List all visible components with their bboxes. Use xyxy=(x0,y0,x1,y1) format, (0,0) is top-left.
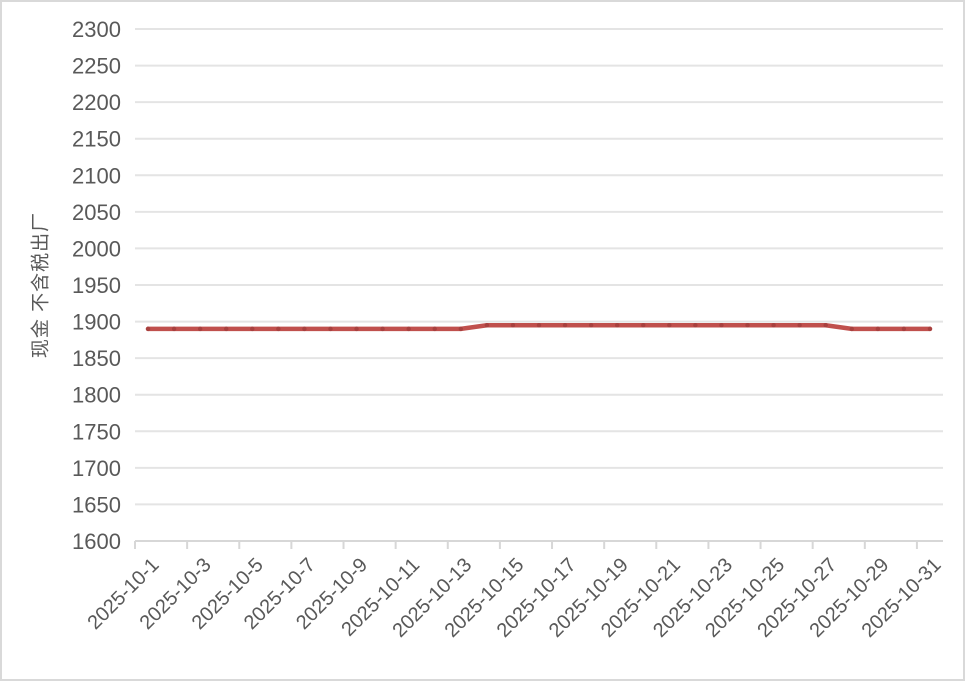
data-point-marker xyxy=(614,323,620,328)
y-axis-tick-label: 2300 xyxy=(72,17,121,42)
data-point-marker xyxy=(823,323,828,328)
data-point-marker xyxy=(797,323,802,328)
data-point-marker xyxy=(667,323,672,328)
y-axis-tick-label: 1600 xyxy=(72,529,121,554)
data-point-marker xyxy=(771,323,776,328)
data-point-marker xyxy=(510,323,516,328)
data-point-marker xyxy=(849,326,854,332)
data-point-marker xyxy=(745,323,750,328)
data-point-marker xyxy=(171,326,177,332)
y-axis-tick-label: 2250 xyxy=(72,54,121,79)
data-point-marker xyxy=(693,323,698,328)
data-point-marker xyxy=(380,326,385,332)
data-point-marker xyxy=(276,326,281,332)
y-axis-tick-label: 1700 xyxy=(72,456,121,481)
y-axis-tick-label: 1800 xyxy=(72,383,121,408)
y-axis-tick-label: 1650 xyxy=(72,492,121,517)
data-point-marker xyxy=(432,326,437,332)
data-point-marker xyxy=(328,326,333,332)
y-axis-tick-label: 2050 xyxy=(72,200,121,225)
data-point-marker xyxy=(197,326,203,332)
data-point-marker xyxy=(458,326,464,332)
data-point-marker xyxy=(901,326,907,332)
data-point-marker xyxy=(588,323,594,328)
y-axis-tick-label: 2150 xyxy=(72,127,121,152)
data-point-marker xyxy=(641,323,646,328)
y-axis-tick-label: 2200 xyxy=(72,90,121,115)
y-axis-tick-label: 1750 xyxy=(72,419,121,444)
y-axis-tick-label: 1900 xyxy=(72,310,121,335)
y-axis-tick-label: 1850 xyxy=(72,346,121,371)
y-axis-tick-label: 2000 xyxy=(72,236,121,261)
data-point-marker xyxy=(484,323,490,328)
y-axis-tick-label: 1950 xyxy=(72,273,121,298)
data-point-marker xyxy=(145,326,151,332)
data-point-marker xyxy=(354,326,359,332)
data-point-marker xyxy=(536,323,542,328)
data-point-marker xyxy=(927,326,933,332)
data-point-marker xyxy=(406,326,411,332)
data-point-marker xyxy=(302,326,307,332)
y-axis-tick-label: 2100 xyxy=(72,163,121,188)
data-point-marker xyxy=(875,326,881,332)
data-point-marker xyxy=(224,326,229,332)
data-point-marker xyxy=(250,326,255,332)
data-point-marker xyxy=(719,323,724,328)
data-point-marker xyxy=(562,323,568,328)
